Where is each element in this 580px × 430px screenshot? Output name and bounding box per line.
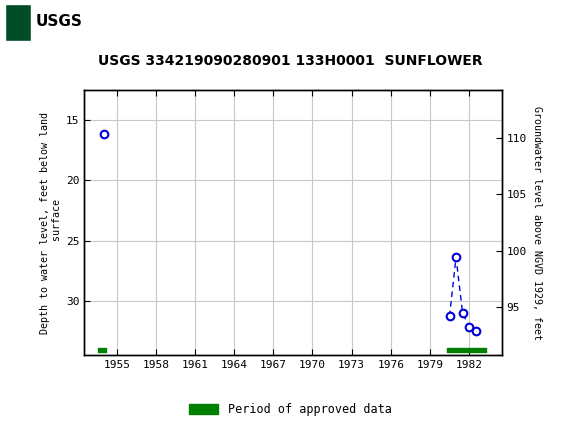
Y-axis label: Depth to water level, feet below land
 surface: Depth to water level, feet below land su…	[40, 111, 61, 334]
Text: USGS 334219090280901 133H0001  SUNFLOWER: USGS 334219090280901 133H0001 SUNFLOWER	[97, 54, 483, 68]
Y-axis label: Groundwater level above NGVD 1929, feet: Groundwater level above NGVD 1929, feet	[532, 105, 542, 340]
Bar	[5, 3, 31, 41]
Text: USGS: USGS	[36, 14, 83, 29]
Bar	[5, 3, 57, 41]
Legend: Period of approved data: Period of approved data	[184, 398, 396, 421]
